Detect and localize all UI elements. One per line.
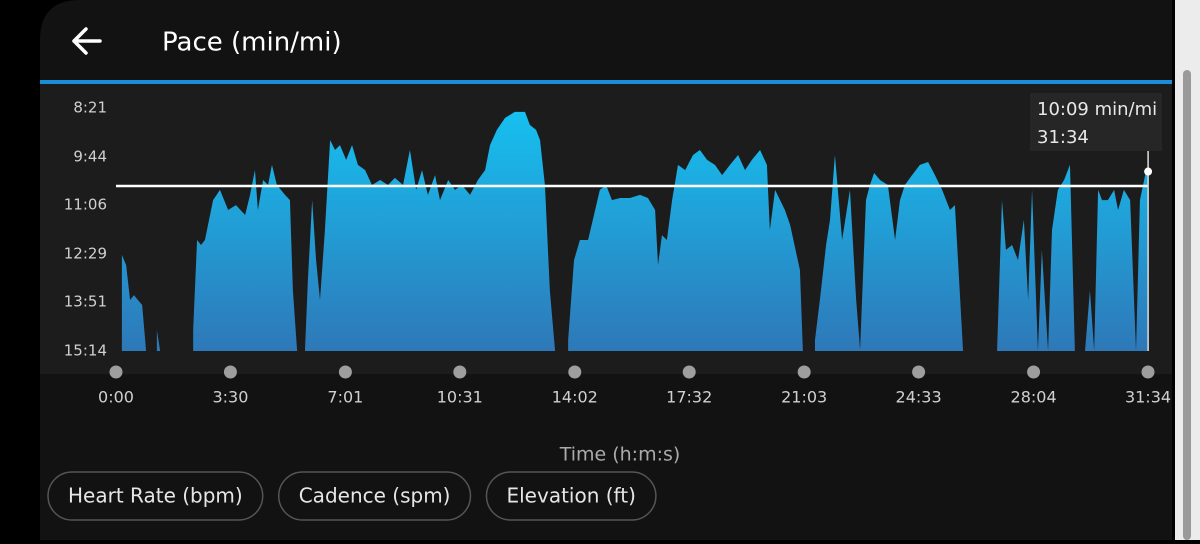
page-title: Pace (min/mi) [162, 28, 342, 58]
x-tick-label: 10:31 [437, 388, 483, 407]
x-axis-label: Time (h:m:s) [559, 444, 681, 466]
x-tick-label: 21:03 [781, 388, 827, 407]
header-divider [40, 80, 1172, 84]
x-tick-label: 14:02 [552, 388, 598, 407]
x-tick-dot [109, 365, 123, 379]
x-tick-dot [912, 365, 926, 379]
x-tick-dot [682, 365, 696, 379]
x-tick-dot [1141, 365, 1155, 379]
x-tick-label: 7:01 [327, 388, 363, 407]
back-button[interactable] [72, 27, 102, 55]
y-tick-label: 13:51 [64, 293, 107, 311]
button-label: Elevation (ft) [506, 484, 635, 508]
metric-button[interactable]: Elevation (ft) [485, 471, 657, 521]
x-tick-label: 31:34 [1125, 388, 1171, 407]
button-outline [485, 471, 657, 521]
x-tick-label: 28:04 [1011, 388, 1057, 407]
y-tick-label: 9:44 [73, 147, 107, 165]
x-tick-label: 0:00 [98, 388, 134, 407]
x-tick-dot [223, 365, 237, 379]
x-tick-label: 3:30 [212, 388, 248, 407]
tooltip-box [1030, 93, 1162, 151]
button-label: Cadence (spm) [299, 484, 451, 508]
cursor-dot [1144, 167, 1153, 176]
tooltip-text: 10:09 min/mi [1037, 99, 1157, 120]
scroll-thumb[interactable] [1183, 70, 1191, 540]
tooltip-text: 31:34 [1037, 127, 1089, 148]
pace-area [121, 111, 1149, 352]
y-tick-label: 12:29 [64, 244, 107, 262]
y-tick-label: 15:14 [64, 342, 107, 360]
button-outline [277, 471, 472, 521]
x-tick-dot [338, 365, 352, 379]
x-tick-dot [453, 365, 467, 379]
button-outline [47, 471, 264, 521]
x-tick-dot [1027, 365, 1041, 379]
x-tick-label: 17:32 [666, 388, 712, 407]
y-tick-label: 8:21 [73, 99, 107, 117]
x-tick-label: 24:33 [896, 388, 942, 407]
metric-button[interactable]: Cadence (spm) [277, 471, 472, 521]
x-tick-dot [797, 365, 811, 379]
x-tick-dot [568, 365, 582, 379]
button-label: Heart Rate (bpm) [68, 484, 243, 508]
y-tick-label: 11:06 [64, 196, 107, 214]
metric-button[interactable]: Heart Rate (bpm) [47, 471, 264, 521]
